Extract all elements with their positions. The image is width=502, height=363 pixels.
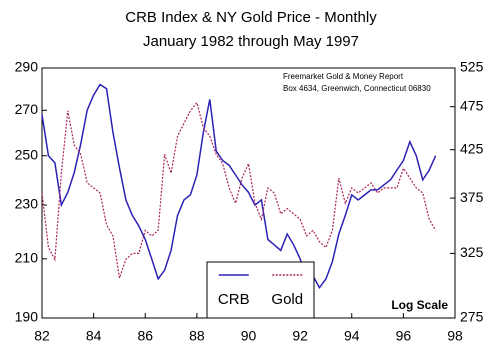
y2-tick-label: 425 [460, 140, 484, 156]
y-tick-label: 250 [15, 146, 39, 162]
y2-tick-label: 375 [460, 189, 484, 205]
y2-tick-label: 325 [460, 244, 484, 260]
legend-box [206, 261, 315, 319]
x-tick-label: 98 [447, 328, 463, 344]
x-tick-label: 92 [292, 328, 308, 344]
x-tick-label: 90 [241, 328, 257, 344]
y-tick-label: 230 [15, 196, 39, 212]
y-tick-label: 210 [15, 250, 39, 266]
legend-label: Gold [271, 291, 303, 308]
x-tick-label: 94 [344, 328, 360, 344]
y2-tick-label: 525 [460, 59, 484, 75]
y-tick-label: 190 [15, 309, 39, 325]
annotation: Box 4634, Greenwich, Connecticut 06830 [283, 84, 431, 93]
x-tick-label: 86 [137, 328, 153, 344]
chart-title: CRB Index & NY Gold Price - Monthly [125, 9, 377, 26]
chart-subtitle: January 1982 through May 1997 [143, 33, 359, 50]
series-line [41, 101, 437, 279]
x-tick-label: 96 [396, 328, 412, 344]
annotation: Freemarket Gold & Money Report [283, 72, 404, 81]
annotation: Log Scale [391, 298, 448, 312]
x-tick-label: 82 [34, 328, 50, 344]
series-line [41, 83, 437, 290]
y-tick-label: 270 [15, 101, 39, 117]
legend-label: CRB [218, 291, 250, 308]
y2-tick-label: 275 [460, 309, 484, 325]
x-tick-label: 84 [86, 328, 102, 344]
x-tick-label: 88 [189, 328, 205, 344]
y2-tick-label: 475 [460, 97, 484, 113]
y-tick-label: 290 [15, 59, 39, 75]
